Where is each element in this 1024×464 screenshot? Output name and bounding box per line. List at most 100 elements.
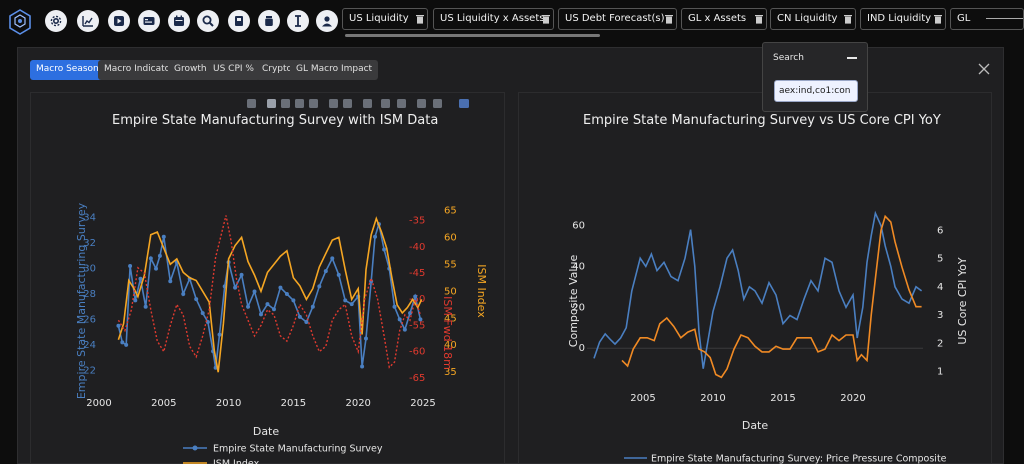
y-left-tick-label: 20 <box>572 302 585 313</box>
zoom-out-icon[interactable] <box>343 99 352 108</box>
widget-tab[interactable]: US Liquidity x Assets <box>433 8 554 30</box>
data-point-empire <box>259 312 263 317</box>
y-right-inner-tick-label: -65 <box>409 373 425 384</box>
box-select-icon[interactable] <box>295 99 304 108</box>
zoom-in-icon[interactable] <box>329 99 338 108</box>
trash-icon[interactable] <box>844 14 852 24</box>
widget-tab-label: CN Liquidity <box>777 13 838 24</box>
data-point-empire <box>143 304 148 309</box>
top-bar: US Liquidity US Liquidity x Assets US Debt… <box>0 0 1024 40</box>
y-left-tick-label: 24 <box>83 340 96 351</box>
legend-label: Empire State Manufacturing Survey <box>213 444 383 455</box>
search-input[interactable] <box>774 80 858 102</box>
trash-icon[interactable] <box>665 14 673 24</box>
y-left-tick-label: 22 <box>83 365 96 376</box>
y-right-outer-tick-label: 55 <box>444 259 457 270</box>
spike-icon[interactable] <box>397 99 406 108</box>
plotly-logo-icon[interactable] <box>459 99 469 108</box>
id-card-icon[interactable] <box>138 10 160 32</box>
data-point-empire <box>200 311 205 316</box>
y-right-outer-tick-label: 35 <box>444 367 457 378</box>
widget-tab-label: US Debt Forecast(s) <box>565 13 665 24</box>
series-line-price-pressure-composite <box>593 210 923 369</box>
zoom-icon[interactable] <box>197 10 219 32</box>
widget-tab[interactable]: US Liquidity <box>342 8 428 30</box>
widget-tab[interactable]: CN Liquidity <box>770 8 856 30</box>
y-right-inner-tick-label: -60 <box>409 347 425 358</box>
camera-icon[interactable] <box>247 99 256 108</box>
x-tick-label: 2005 <box>630 393 655 404</box>
data-point-empire <box>278 285 283 290</box>
widget-tab-label: GL x Assets <box>688 13 747 24</box>
tab-growth[interactable]: Growth <box>168 60 213 80</box>
y-right-axis-label: US Core CPI YoY <box>956 257 969 345</box>
app-logo-icon[interactable] <box>6 8 34 36</box>
settings-icon[interactable] <box>45 10 67 32</box>
chart-title: Empire State Manufacturing Survey with I… <box>112 113 439 128</box>
tab-crypto[interactable]: Crypto <box>256 60 299 80</box>
widget-tab[interactable]: US Debt Forecast(s) <box>558 8 677 30</box>
data-point-empire <box>116 323 121 328</box>
lasso-icon[interactable] <box>309 99 318 108</box>
widget-tab[interactable]: GL x Assets <box>681 8 767 30</box>
play-icon[interactable] <box>108 10 130 32</box>
trash-icon[interactable] <box>755 14 763 24</box>
calendar-icon[interactable] <box>168 10 190 32</box>
tab-macro-seasons[interactable]: Macro Seasons <box>30 60 110 80</box>
y-right-inner-axis-label: ISM Fwd 18m <box>441 296 454 370</box>
hover-compare-icon[interactable] <box>433 99 442 108</box>
hover-closest-icon[interactable] <box>417 99 426 108</box>
chart-modebar[interactable] <box>245 97 485 111</box>
y-right-inner-tick-label: -35 <box>409 216 425 227</box>
pan-icon[interactable] <box>281 99 290 108</box>
data-point-empire <box>413 294 418 299</box>
book-icon[interactable] <box>228 10 250 32</box>
y-left-tick-label: 34 <box>83 213 96 224</box>
trash-icon[interactable] <box>416 14 424 24</box>
zoom-icon[interactable] <box>267 99 276 108</box>
tab-macro-indicators[interactable]: Macro Indicators <box>98 60 185 80</box>
x-tick-label: 2025 <box>410 398 435 409</box>
tab-gl-macro-impact[interactable]: GL Macro Impact <box>290 60 379 80</box>
data-point-empire <box>392 304 397 309</box>
y-right-inner-tick-label: -40 <box>409 242 425 253</box>
search-popover: Search <box>762 42 868 112</box>
home-icon[interactable] <box>381 99 390 108</box>
trash-icon[interactable] <box>934 14 942 24</box>
chart-icon[interactable] <box>77 10 99 32</box>
user-icon[interactable] <box>316 10 338 32</box>
data-point-empire <box>120 340 125 345</box>
chart-empire-ism: Empire State Manufacturing Survey with I… <box>30 92 505 464</box>
y-right-tick-label: 5 <box>937 254 943 265</box>
data-point-empire <box>304 319 309 324</box>
text-cursor-icon[interactable] <box>287 10 309 32</box>
chart-empire-cpi: Empire State Manufacturing Survey vs US … <box>518 92 992 464</box>
tab-us-cpi[interactable]: US CPI % <box>207 60 260 80</box>
widget-tab[interactable]: IND Liquidity <box>860 8 946 30</box>
widget-tab[interactable]: GL <box>950 8 1024 30</box>
y-right-outer-axis-label: ISM Index <box>475 264 488 318</box>
close-icon[interactable] <box>978 63 990 75</box>
y-left-tick-label: 26 <box>83 314 96 325</box>
data-point-empire <box>161 234 166 239</box>
series-line-ism-index-fwd-18m <box>117 215 422 369</box>
jar-icon[interactable] <box>258 10 280 32</box>
x-axis-label: Date <box>742 419 769 432</box>
x-tick-label: 2020 <box>840 393 865 404</box>
y-right-outer-tick-label: 50 <box>444 286 457 297</box>
data-point-empire <box>336 272 341 277</box>
x-axis-label: Date <box>253 425 280 438</box>
chart-plot-empire-cpi[interactable]: 2005 2010 2015 2020 0 20 40 60 1 2 3 4 5 6 Composite V… <box>519 93 993 464</box>
data-point-empire <box>284 292 289 296</box>
trash-icon[interactable] <box>542 14 550 24</box>
widget-tab-label: US Liquidity x Assets <box>440 13 545 24</box>
y-left-axis-label: Composite Value <box>567 255 580 348</box>
chart-plot-empire-ism[interactable]: 2000 2005 2010 2015 2020 2025 22 24 26 28 30 32 34 -6… <box>31 93 506 464</box>
data-point-empire <box>297 314 302 319</box>
tabs-scrollbar[interactable] <box>345 34 600 37</box>
x-tick-label: 2020 <box>345 398 370 409</box>
legend-label: Empire State Manufacturing Survey: Price… <box>651 454 947 464</box>
data-point-empire <box>138 276 143 281</box>
autoscale-icon[interactable] <box>363 99 372 108</box>
minimize-icon[interactable] <box>847 57 857 59</box>
